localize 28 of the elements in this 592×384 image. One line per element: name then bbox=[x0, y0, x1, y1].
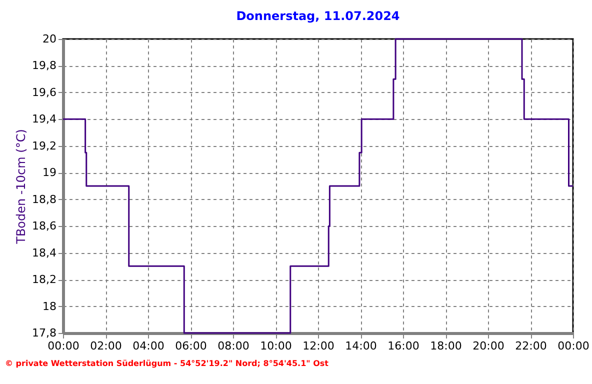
x-tick-label: 12:00 bbox=[302, 340, 334, 352]
x-tick-label: 20:00 bbox=[472, 340, 504, 352]
x-tick-label: 22:00 bbox=[515, 340, 547, 352]
chart-title: Donnerstag, 11.07.2024 bbox=[236, 9, 400, 23]
x-tick-label: 06:00 bbox=[175, 340, 207, 352]
y-tick-label: 19,4 bbox=[32, 112, 56, 126]
x-tick-label: 10:00 bbox=[260, 340, 292, 352]
y-axis-title: TBoden -10cm (°C) bbox=[14, 129, 28, 245]
y-tick-label: 18 bbox=[42, 300, 56, 313]
y-tick-label: 19,2 bbox=[32, 139, 56, 152]
x-tick-label: 00:00 bbox=[48, 340, 80, 352]
y-tick-label: 18,2 bbox=[32, 273, 56, 286]
y-tick-label: 19,6 bbox=[32, 86, 56, 99]
x-tick-label: 18:00 bbox=[430, 340, 462, 352]
x-tick-label: 16:00 bbox=[388, 340, 420, 352]
y-tick-label: 20 bbox=[42, 32, 56, 46]
y-tick-label: 18,8 bbox=[32, 192, 56, 206]
y-tick-label: 18,6 bbox=[32, 220, 56, 233]
y-tick-label: 19 bbox=[42, 166, 56, 180]
y-tick-label: 17,8 bbox=[32, 326, 56, 340]
x-tick-label: 02:00 bbox=[90, 340, 122, 352]
text: © private Wetterstation Süderlügum - 54°52'19.2" Nord; 8°54'45.1" Ost bbox=[5, 359, 329, 368]
y-tick-label: 18,4 bbox=[32, 246, 56, 260]
x-tick-label: 04:00 bbox=[132, 340, 164, 352]
x-tick-label: 00:00 bbox=[558, 340, 590, 352]
y-tick-label: 19,8 bbox=[32, 59, 56, 72]
x-tick-label: 14:00 bbox=[345, 340, 377, 352]
x-tick-label: 08:00 bbox=[218, 340, 250, 352]
